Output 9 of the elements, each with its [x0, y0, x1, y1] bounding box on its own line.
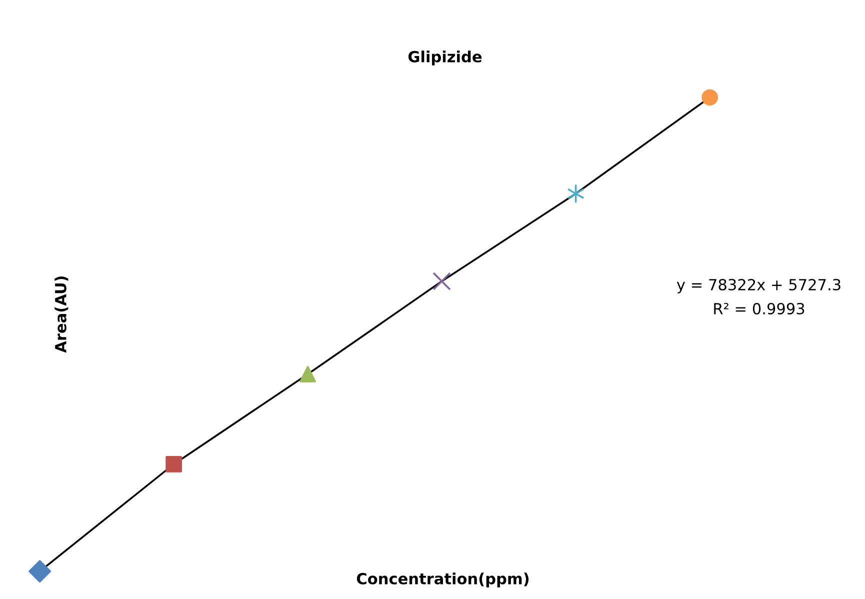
- x-axis-title: Concentration(ppm): [356, 572, 529, 588]
- annotation: R² = 0.9993: [714, 302, 804, 314]
- point: [166, 456, 182, 472]
- y-axis-title: Area(AU): [54, 276, 68, 353]
- point: [702, 89, 718, 106]
- chart-title: Glipizide: [408, 50, 482, 66]
- annotation: y = 78322x + 5727.3: [676, 278, 840, 294]
- point: [300, 366, 316, 382]
- point: [568, 184, 584, 203]
